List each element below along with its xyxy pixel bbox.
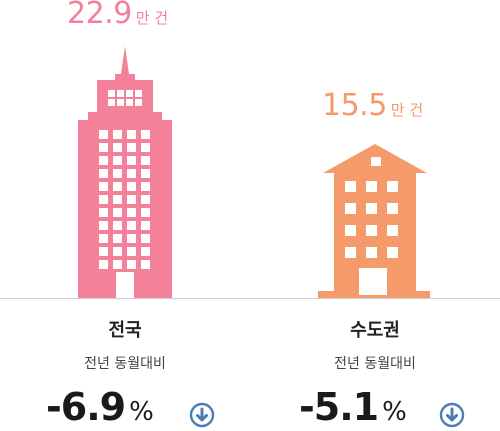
national-percent: % (129, 397, 154, 427)
capital-unit: 만 건 (390, 101, 424, 119)
arrow-down-circle-icon (189, 402, 215, 428)
national-value-label: 22.9 만 건 (67, 0, 168, 31)
ground-line (0, 298, 500, 299)
capital-building-icon (318, 144, 430, 299)
national-compare-label: 전년 동월대비 (84, 356, 166, 372)
capital-value-label: 15.5 만 건 (322, 88, 423, 123)
capital-change: -5.1 (299, 385, 379, 429)
capital-percent: % (382, 397, 407, 427)
capital-change-label: -5.1% (299, 385, 407, 429)
national-building-icon (78, 46, 172, 299)
capital-name: 수도권 (350, 320, 400, 341)
capital-compare-label: 전년 동월대비 (334, 356, 416, 372)
national-value: 22.9 (67, 0, 132, 31)
arrow-down-circle-icon (439, 402, 465, 428)
capital-value: 15.5 (322, 88, 387, 123)
national-unit: 만 건 (135, 9, 169, 27)
national-name: 전국 (108, 320, 142, 341)
national-change-label: -6.9% (46, 385, 154, 429)
national-change: -6.9 (46, 385, 126, 429)
